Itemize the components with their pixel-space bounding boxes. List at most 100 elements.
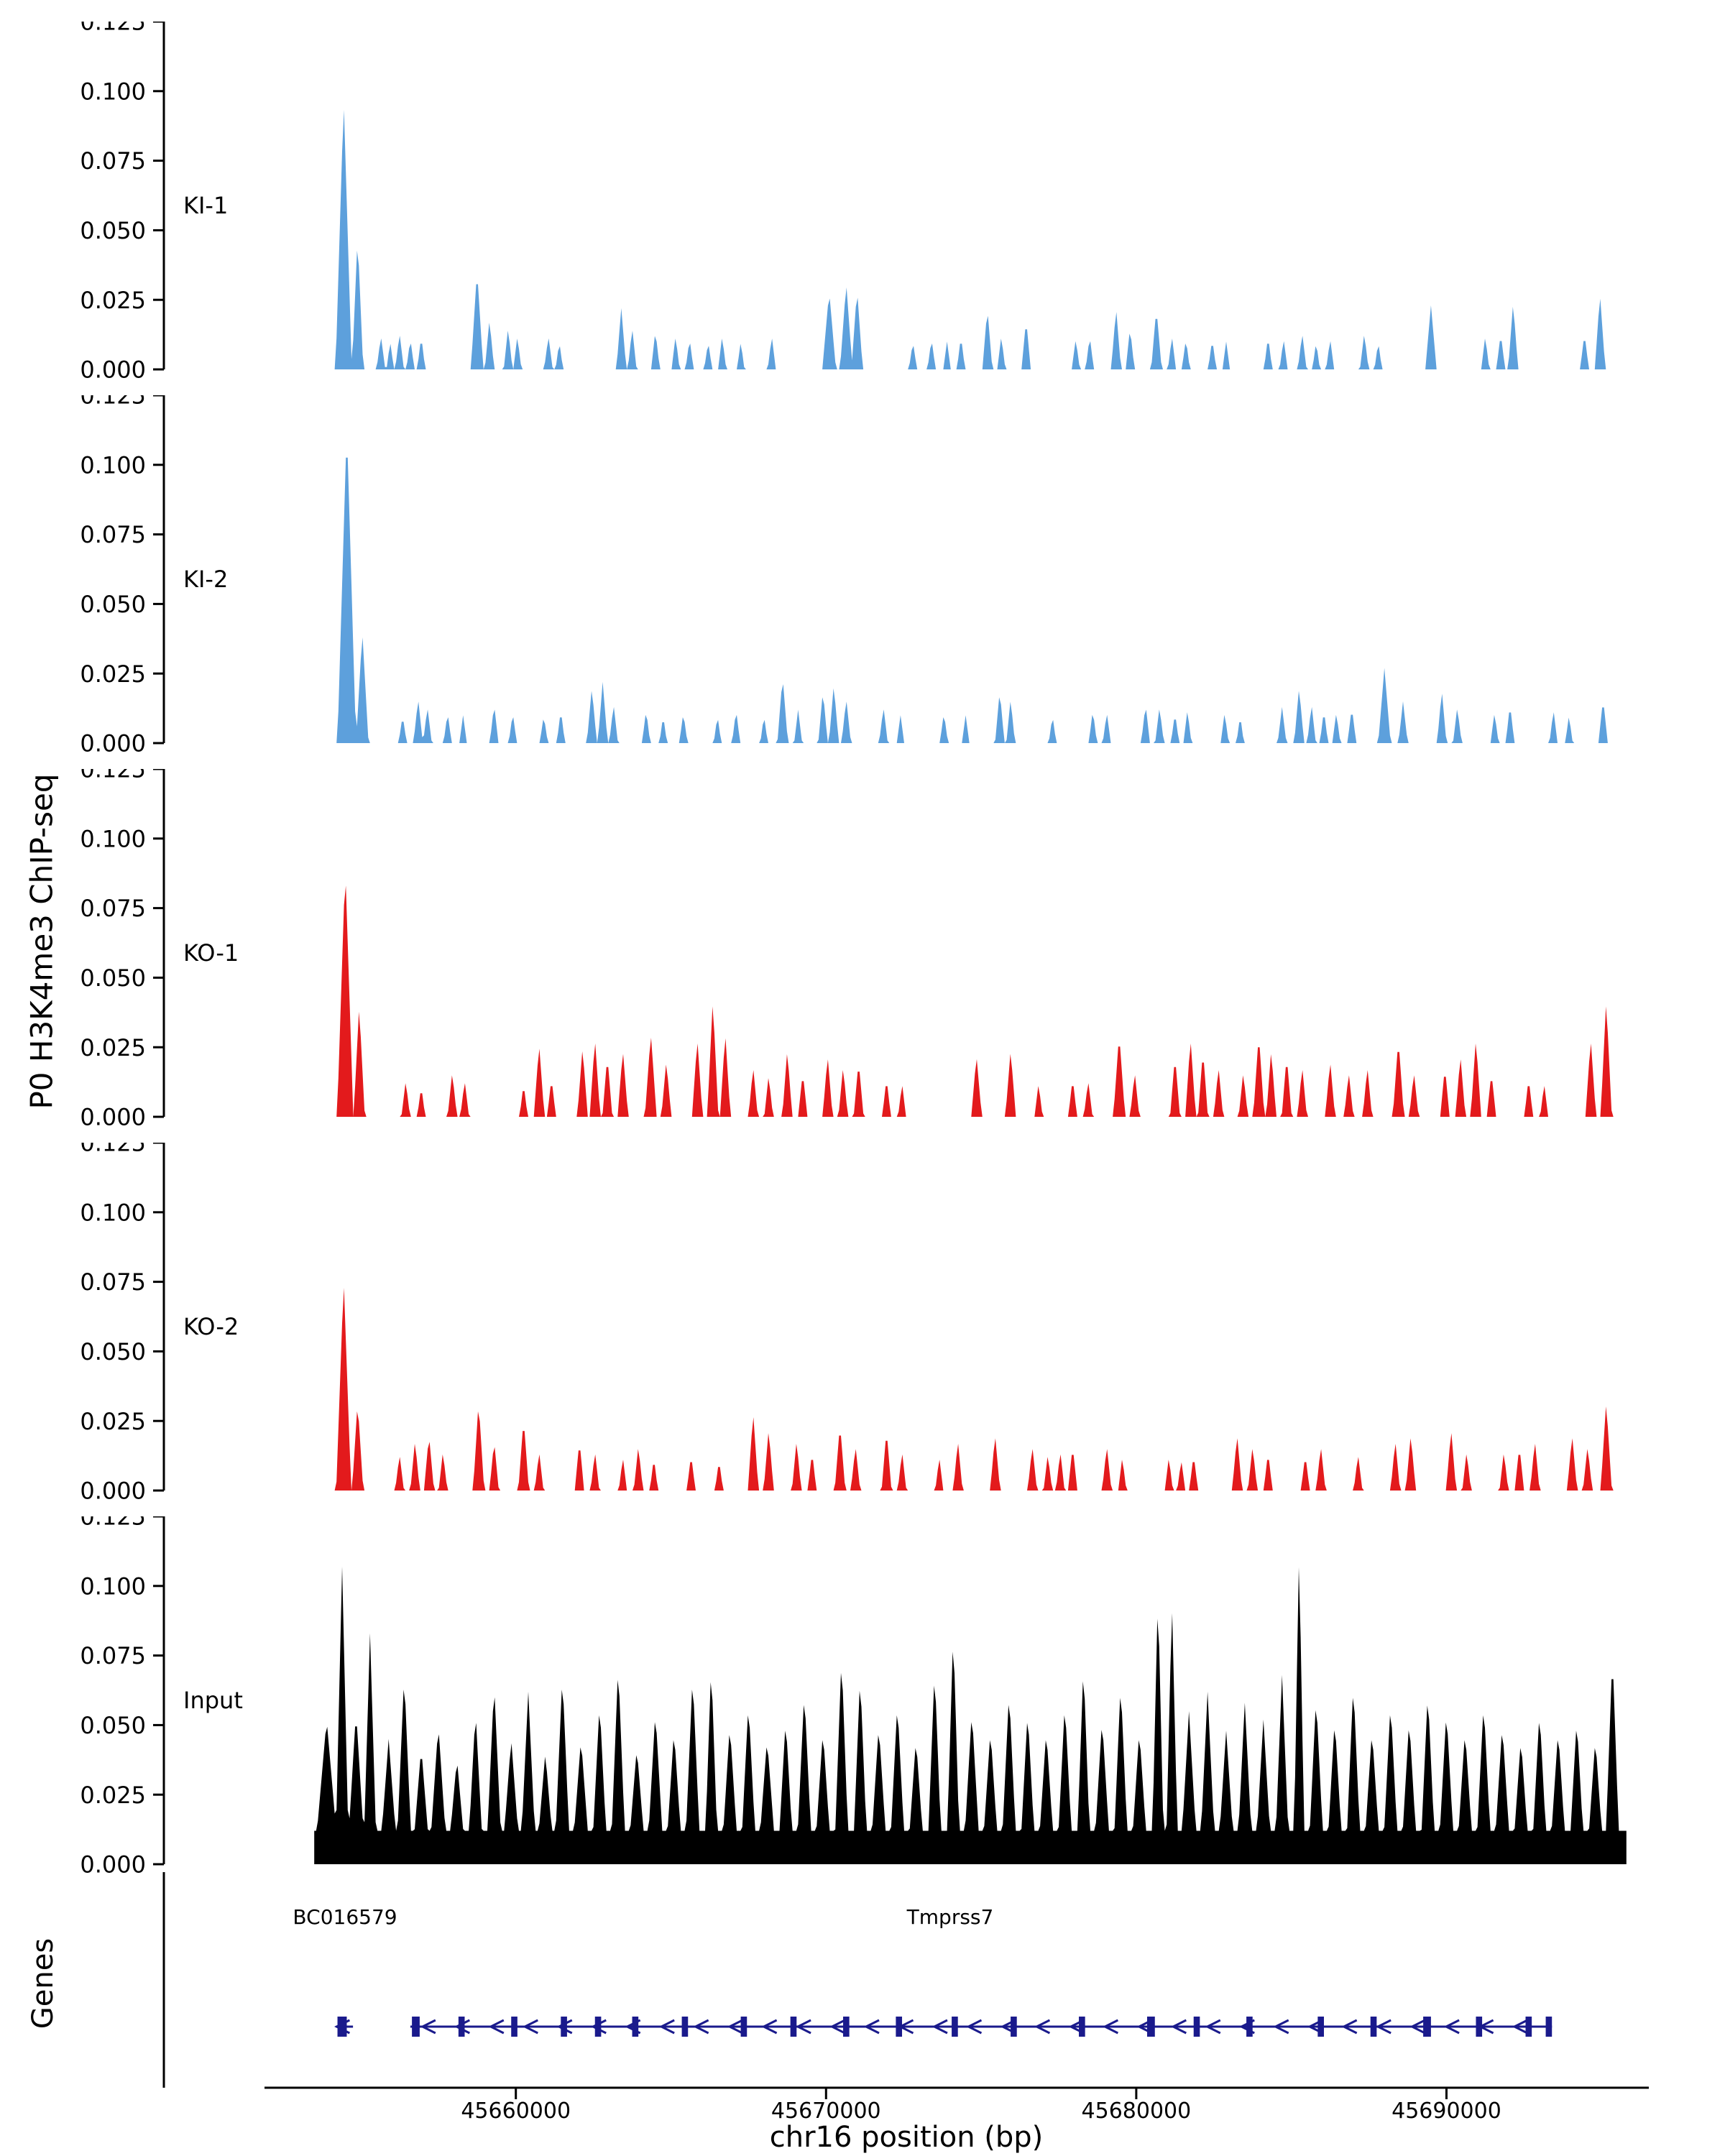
exon-box xyxy=(843,2017,850,2037)
strand-arrow-icon xyxy=(693,2019,709,2035)
exon-box xyxy=(511,2017,518,2037)
strand-arrow-icon xyxy=(420,2019,436,2035)
y-tick-label: 0.025 xyxy=(80,660,146,688)
y-tick-label: 0.025 xyxy=(80,1034,146,1061)
exon-box xyxy=(952,2017,958,2037)
y-tick-label: 0.075 xyxy=(80,895,146,922)
gene-label-tmprss7: Tmprss7 xyxy=(906,1905,994,1929)
y-tick-label: 0.000 xyxy=(80,1478,146,1502)
y-tick-label: 0.025 xyxy=(80,287,146,314)
signal-area-ki-2 xyxy=(333,457,1617,743)
y-tick-label: 0.075 xyxy=(80,147,146,175)
exon-box xyxy=(1476,2017,1483,2037)
x-tick-label: 45690000 xyxy=(1392,2099,1501,2124)
y-tick-label: 0.075 xyxy=(80,1642,146,1669)
exon-box xyxy=(1370,2017,1377,2037)
exon-box xyxy=(412,2017,420,2037)
strand-arrow-icon xyxy=(829,2019,846,2035)
x-tick-label: 45670000 xyxy=(771,2099,881,2124)
y-tick-label: 0.000 xyxy=(80,356,146,381)
exon-box xyxy=(337,2017,347,2037)
y-tick-label: 0.100 xyxy=(80,825,146,852)
track-plot-ko-2: 0.000 0.025 0.050 0.075 0.100 0.125 xyxy=(80,1143,1617,1502)
y-tick-label: 0.050 xyxy=(80,1712,146,1739)
strand-arrow-icon xyxy=(1205,2019,1221,2035)
exon-box xyxy=(896,2017,903,2037)
y-tick-label: 0.050 xyxy=(80,591,146,618)
strand-arrow-icon xyxy=(1170,2019,1187,2035)
y-tick-label: 0.075 xyxy=(80,521,146,548)
track-plot-ko-1: 0.000 0.025 0.050 0.075 0.100 0.125 xyxy=(80,769,1617,1128)
exon-box xyxy=(1525,2017,1532,2037)
y-tick-label: 0.125 xyxy=(80,22,146,36)
exon-box xyxy=(1317,2017,1324,2037)
y-tick-label: 0.050 xyxy=(80,1338,146,1365)
y-tick-label: 0.025 xyxy=(80,1782,146,1809)
strand-arrow-icon xyxy=(1409,2019,1426,2035)
track-plot-ki-1: 0.000 0.025 0.050 0.075 0.100 0.125 xyxy=(80,22,1614,381)
track-label-ki-1: KI-1 xyxy=(183,192,229,219)
track-label-ko-1: KO-1 xyxy=(183,939,239,967)
strand-arrow-icon xyxy=(863,2019,880,2035)
signal-area-ki-1 xyxy=(333,109,1614,369)
y-tick-label: 0.050 xyxy=(80,217,146,244)
exon-box xyxy=(1246,2017,1253,2037)
y-tick-label: 0.100 xyxy=(80,78,146,105)
x-axis-title: chr16 position (bp) xyxy=(769,2121,1044,2154)
signal-area-ko-2 xyxy=(333,1288,1617,1491)
y-tick-label: 0.100 xyxy=(80,1199,146,1226)
strand-arrow-icon xyxy=(1512,2019,1528,2035)
y-tick-label: 0.100 xyxy=(80,451,146,479)
strand-arrow-icon xyxy=(454,2019,470,2035)
gene-label-bc016579: BC016579 xyxy=(293,1905,397,1929)
strand-arrow-icon xyxy=(1273,2019,1289,2035)
x-tick-label: 45680000 xyxy=(1082,2099,1192,2124)
track-label-ko-2: KO-2 xyxy=(183,1313,239,1340)
exon-box xyxy=(1545,2017,1552,2037)
strand-arrow-icon xyxy=(658,2019,675,2035)
x-axis: 45660000 45670000 45680000 45690000 xyxy=(264,2086,1649,2124)
x-tick-label: 45660000 xyxy=(461,2099,571,2124)
genes-plot xyxy=(162,1872,1552,2088)
exon-box xyxy=(740,2017,748,2037)
exon-box xyxy=(632,2017,639,2037)
strand-arrow-icon xyxy=(795,2019,811,2035)
y-tick-label: 0.000 xyxy=(80,1104,146,1128)
strand-arrow-icon xyxy=(556,2019,573,2035)
y-tick-label: 0.100 xyxy=(80,1572,146,1600)
y-tick-label: 0.125 xyxy=(80,1516,146,1531)
strand-arrow-icon xyxy=(1375,2019,1392,2035)
strand-arrow-icon xyxy=(1102,2019,1119,2035)
strand-arrow-icon xyxy=(522,2019,538,2035)
strand-arrow-icon xyxy=(932,2019,948,2035)
exon-box xyxy=(681,2017,689,2037)
exon-box xyxy=(790,2017,797,2037)
y-tick-label: 0.050 xyxy=(80,964,146,992)
track-label-input: Input xyxy=(183,1687,243,1714)
y-tick-label: 0.125 xyxy=(80,769,146,783)
y-tick-label: 0.025 xyxy=(80,1408,146,1435)
exon-box xyxy=(594,2017,602,2037)
track-label-ki-2: KI-2 xyxy=(183,566,229,593)
exon-box xyxy=(1011,2017,1017,2037)
strand-arrow-icon xyxy=(1034,2019,1051,2035)
exon-box xyxy=(1146,2017,1155,2037)
strand-arrow-icon xyxy=(590,2019,607,2035)
signal-area-input xyxy=(314,1566,1627,1864)
exon-box xyxy=(458,2017,465,2037)
strand-arrow-icon xyxy=(727,2019,743,2035)
track-plot-input: 0.000 0.025 0.050 0.075 0.100 0.125 xyxy=(80,1516,1627,1876)
strand-arrow-icon xyxy=(761,2019,778,2035)
strand-arrow-icon xyxy=(966,2019,983,2035)
exon-box xyxy=(561,2017,567,2037)
y-tick-label: 0.000 xyxy=(80,730,146,755)
exon-box xyxy=(1193,2017,1200,2037)
strand-arrow-icon xyxy=(488,2019,505,2035)
exon-box xyxy=(1423,2017,1431,2037)
y-tick-label: 0.000 xyxy=(80,1851,146,1876)
signal-area-ko-1 xyxy=(333,885,1617,1117)
y-tick-label: 0.075 xyxy=(80,1268,146,1296)
exon-box xyxy=(1079,2017,1085,2037)
y-tick-label: 0.125 xyxy=(80,395,146,410)
